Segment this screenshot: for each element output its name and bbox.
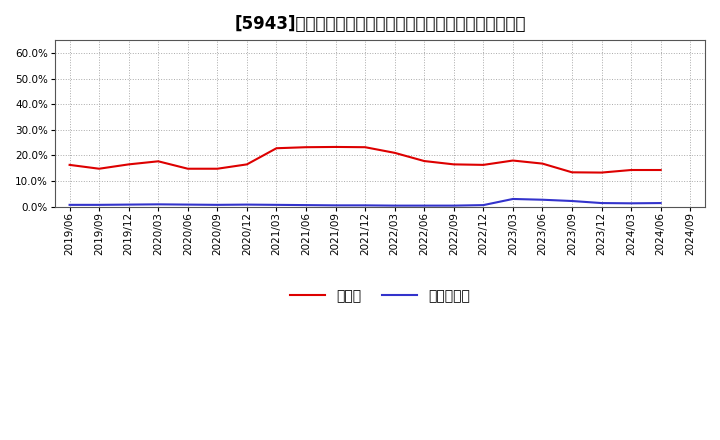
有利子負債: [598, 201, 606, 206]
有利子負債: [508, 196, 517, 202]
Line: 有利子負債: 有利子負債: [70, 199, 661, 205]
現預金: [538, 161, 546, 166]
有利子負債: [420, 203, 428, 208]
有利子負債: [479, 202, 487, 208]
現預金: [125, 162, 133, 167]
有利子負債: [538, 197, 546, 202]
Line: 現預金: 現預金: [70, 147, 661, 172]
Title: [5943]　現預金、有利子負債の総資産に対する比率の推移: [5943] 現預金、有利子負債の総資産に対する比率の推移: [234, 15, 526, 33]
現預金: [449, 162, 458, 167]
有利子負債: [154, 202, 163, 207]
有利子負債: [302, 202, 310, 208]
有利子負債: [361, 203, 369, 208]
現預金: [302, 145, 310, 150]
有利子負債: [331, 203, 340, 208]
現預金: [213, 166, 222, 171]
現預金: [272, 146, 281, 151]
Legend: 現預金, 有利子負債: 現預金, 有利子負債: [284, 283, 475, 308]
有利子負債: [125, 202, 133, 207]
有利子負債: [213, 202, 222, 208]
現預金: [627, 167, 636, 172]
現預金: [567, 170, 576, 175]
現預金: [184, 166, 192, 171]
現預金: [598, 170, 606, 175]
現預金: [657, 167, 665, 172]
現預金: [508, 158, 517, 163]
現預金: [66, 162, 74, 168]
現預金: [95, 166, 104, 171]
有利子負債: [567, 198, 576, 204]
現預金: [361, 145, 369, 150]
有利子負債: [272, 202, 281, 208]
現預金: [154, 159, 163, 164]
現預金: [479, 162, 487, 168]
有利子負債: [627, 201, 636, 206]
現預金: [420, 158, 428, 164]
現預金: [331, 144, 340, 150]
有利子負債: [449, 203, 458, 208]
現預金: [390, 150, 399, 155]
有利子負債: [66, 202, 74, 208]
有利子負債: [390, 203, 399, 208]
有利子負債: [657, 201, 665, 206]
有利子負債: [243, 202, 251, 207]
現預金: [243, 162, 251, 167]
有利子負債: [95, 202, 104, 208]
有利子負債: [184, 202, 192, 207]
